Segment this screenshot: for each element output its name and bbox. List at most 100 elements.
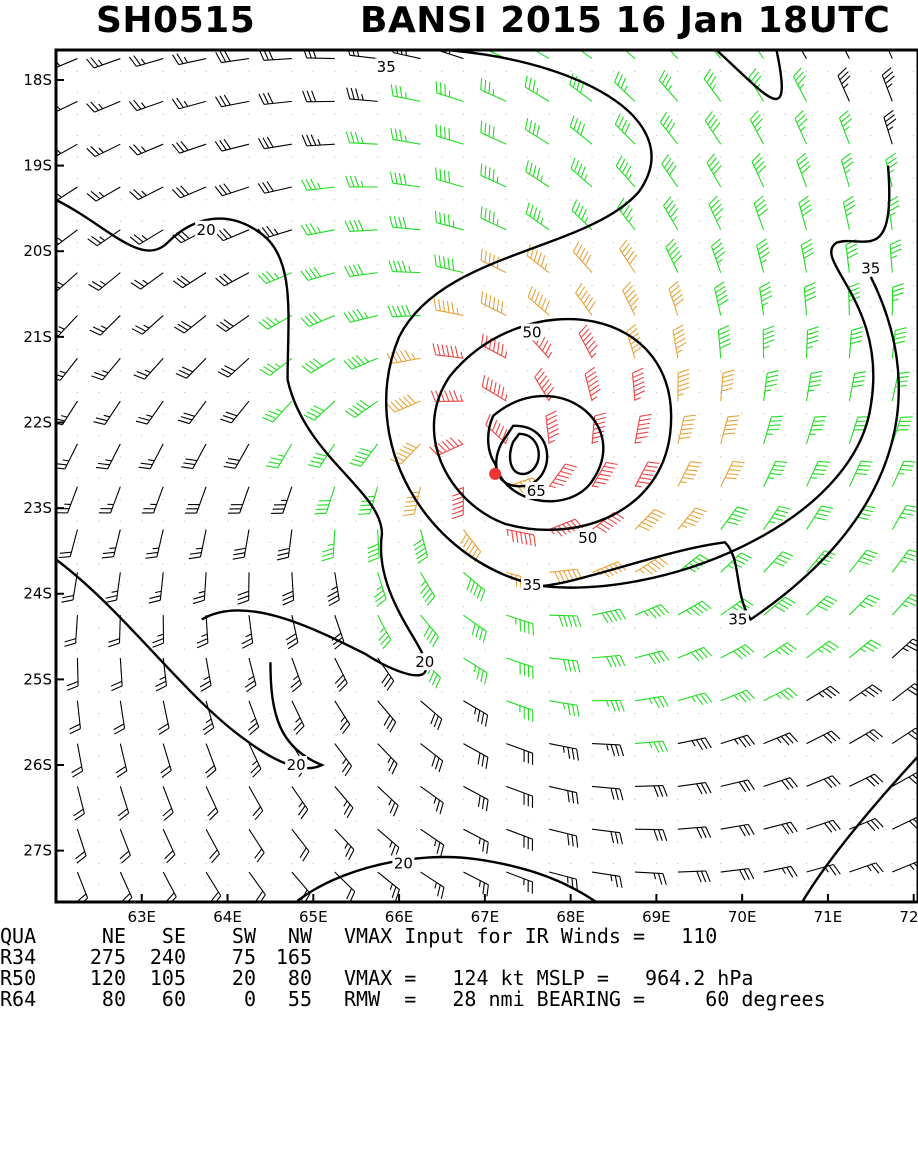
grid-dot [806, 92, 807, 93]
grid-dot [141, 371, 142, 372]
grid-dot [163, 585, 164, 586]
grid-dot [356, 114, 357, 115]
grid-dot [77, 520, 78, 521]
grid-dot [506, 478, 507, 479]
grid-dot [334, 478, 335, 479]
grid-dot [506, 263, 507, 264]
grid-dot [313, 799, 314, 800]
grid-dot [699, 820, 700, 821]
grid-dot [227, 820, 228, 821]
grid-dot [313, 542, 314, 543]
grid-dot [570, 328, 571, 329]
grid-dot [506, 670, 507, 671]
grid-dot [506, 542, 507, 543]
grid-dot [248, 328, 249, 329]
grid-dot [763, 435, 764, 436]
grid-dot [549, 371, 550, 372]
grid-dot [806, 606, 807, 607]
footer-header-ne: NE [70, 926, 126, 947]
grid-dot [591, 71, 592, 72]
grid-dot [120, 114, 121, 115]
grid-dot [506, 820, 507, 821]
grid-dot [141, 520, 142, 521]
grid-dot [892, 670, 893, 671]
grid-dot [827, 156, 828, 157]
grid-dot [570, 542, 571, 543]
grid-dot [784, 71, 785, 72]
grid-dot [334, 841, 335, 842]
footer-vmax-mslp: VMAX = 124 kt MSLP = 964.2 hPa [344, 968, 753, 989]
grid-dot [720, 585, 721, 586]
grid-dot [248, 542, 249, 543]
grid-dot [163, 199, 164, 200]
grid-dot [720, 178, 721, 179]
grid-dot [398, 649, 399, 650]
grid-dot [463, 92, 464, 93]
grid-dot [892, 884, 893, 885]
grid-dot [634, 649, 635, 650]
grid-dot [527, 392, 528, 393]
grid-dot [205, 413, 206, 414]
grid-dot [591, 520, 592, 521]
grid-dot [742, 392, 743, 393]
grid-dot [784, 306, 785, 307]
grid-dot [163, 392, 164, 393]
grid-dot [205, 520, 206, 521]
grid-dot [120, 734, 121, 735]
grid-dot [870, 178, 871, 179]
grid-dot [398, 777, 399, 778]
grid-dot [398, 114, 399, 115]
grid-dot [377, 156, 378, 157]
grid-dot [248, 520, 249, 521]
grid-dot [398, 606, 399, 607]
grid-dot [377, 799, 378, 800]
grid-dot [506, 585, 507, 586]
grid-dot [549, 734, 550, 735]
grid-dot [120, 306, 121, 307]
grid-dot [870, 371, 871, 372]
grid-dot [827, 135, 828, 136]
grid-dot [377, 499, 378, 500]
grid-dot [849, 585, 850, 586]
grid-dot [677, 820, 678, 821]
grid-dot [205, 392, 206, 393]
grid-dot [141, 263, 142, 264]
grid-dot [506, 841, 507, 842]
grid-dot [570, 71, 571, 72]
grid-dot [398, 627, 399, 628]
grid-dot [398, 435, 399, 436]
grid-dot [827, 478, 828, 479]
grid-dot [270, 114, 271, 115]
grid-dot [549, 563, 550, 564]
grid-dot [827, 114, 828, 115]
grid-dot [141, 692, 142, 693]
grid-dot [291, 71, 292, 72]
grid-dot [870, 221, 871, 222]
grid-dot [870, 156, 871, 157]
grid-dot [763, 670, 764, 671]
grid-dot [441, 435, 442, 436]
grid-dot [913, 156, 914, 157]
grid-dot [570, 263, 571, 264]
grid-dot [570, 456, 571, 457]
grid-dot [699, 306, 700, 307]
grid-dot [441, 306, 442, 307]
grid-dot [892, 563, 893, 564]
grid-dot [656, 734, 657, 735]
grid-dot [677, 713, 678, 714]
grid-dot [248, 627, 249, 628]
grid-dot [549, 499, 550, 500]
grid-dot [549, 156, 550, 157]
grid-dot [98, 820, 99, 821]
grid-dot [441, 456, 442, 457]
grid-dot [784, 435, 785, 436]
grid-dot [184, 649, 185, 650]
grid-dot [163, 285, 164, 286]
grid-dot [613, 820, 614, 821]
grid-dot [892, 135, 893, 136]
grid-dot [141, 199, 142, 200]
grid-dot [806, 328, 807, 329]
grid-dot [570, 114, 571, 115]
grid-dot [570, 285, 571, 286]
grid-dot [313, 156, 314, 157]
